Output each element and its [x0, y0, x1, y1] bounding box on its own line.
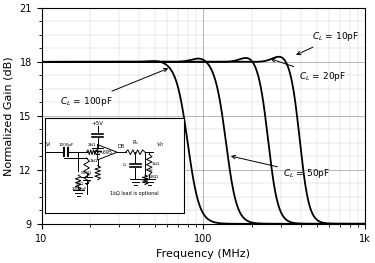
Y-axis label: Normalized Gain (dB): Normalized Gain (dB)	[4, 56, 14, 176]
Text: $C_L$ = 100pF: $C_L$ = 100pF	[60, 68, 167, 108]
Text: $C_L$ = 20pF: $C_L$ = 20pF	[272, 59, 346, 83]
X-axis label: Frequency (MHz): Frequency (MHz)	[156, 249, 250, 259]
Text: $C_L$ = 50pF: $C_L$ = 50pF	[232, 155, 330, 180]
Text: $C_L$ = 10pF: $C_L$ = 10pF	[297, 30, 359, 55]
